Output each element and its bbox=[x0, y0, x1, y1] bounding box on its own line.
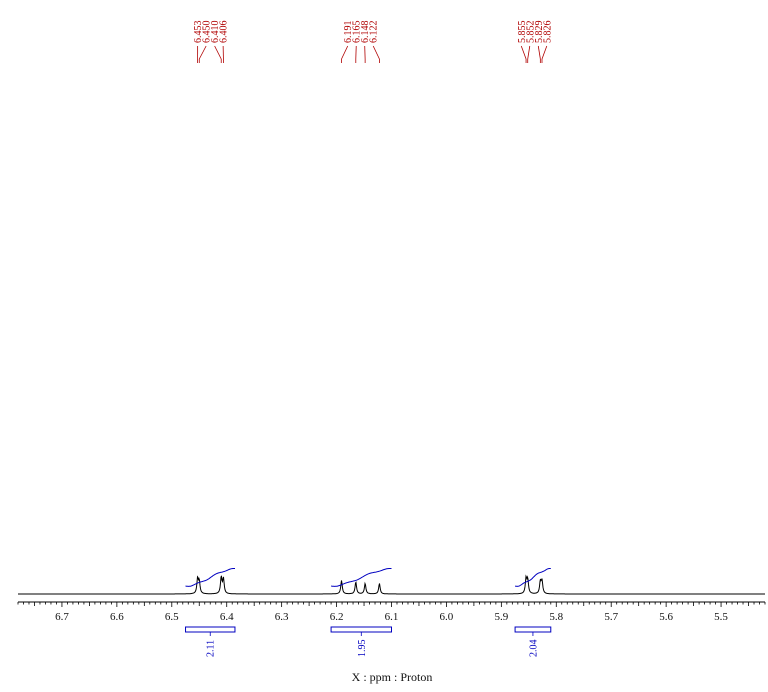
x-tick-label: 6.6 bbox=[110, 611, 124, 623]
peak-label: 6.165 bbox=[352, 21, 363, 44]
peak-label: 6.410 bbox=[210, 21, 221, 44]
peak-connector bbox=[214, 45, 222, 60]
peak-connector bbox=[520, 45, 527, 60]
peak-connector bbox=[541, 45, 548, 60]
x-tick-label: 6.2 bbox=[330, 611, 344, 623]
peak-label: 5.826 bbox=[542, 21, 553, 44]
integral-value: 2.11 bbox=[206, 640, 217, 657]
integral-range-box bbox=[514, 626, 552, 633]
integral-curve-layer bbox=[185, 568, 551, 587]
integral-curve bbox=[331, 568, 392, 587]
peak-connector bbox=[527, 45, 531, 60]
peak-label: 5.855 bbox=[517, 21, 528, 44]
integral-curve bbox=[185, 568, 235, 587]
peak-label: 6.122 bbox=[369, 21, 380, 44]
integral-box-layer: 2.11 1.95 2.04 bbox=[185, 626, 552, 658]
peak-connector bbox=[537, 45, 541, 60]
x-tick-label: 5.8 bbox=[549, 611, 563, 623]
peak-label: 5.852 bbox=[525, 21, 536, 44]
integral-curve bbox=[514, 568, 551, 587]
x-tick-label: 6.1 bbox=[385, 611, 399, 623]
peak-connector bbox=[341, 45, 349, 60]
peak-label: 6.191 bbox=[343, 21, 354, 44]
integral-value: 1.95 bbox=[357, 640, 368, 658]
peak-connector bbox=[198, 45, 207, 60]
x-axis: 6.7 6.6 6.5 6.4 6.3 6.2 6.1 6.0 5.9 5.8 5.7 5.6 5.5 bbox=[17, 601, 766, 623]
x-axis-title: X : ppm : Proton bbox=[352, 670, 433, 684]
integral-range-box bbox=[185, 626, 236, 633]
integral-value: 2.04 bbox=[528, 640, 539, 658]
x-tick-label: 6.4 bbox=[220, 611, 234, 623]
x-tick-label: 6.5 bbox=[165, 611, 179, 623]
x-tick-label: 5.7 bbox=[604, 611, 618, 623]
peak-connector bbox=[372, 45, 380, 60]
peak-label: 6.148 bbox=[360, 21, 371, 44]
peak-label: 6.450 bbox=[202, 21, 213, 44]
x-tick-label: 6.0 bbox=[440, 611, 454, 623]
x-tick-label: 5.6 bbox=[659, 611, 673, 623]
x-tick-label: 6.3 bbox=[275, 611, 289, 623]
peak-label: 6.453 bbox=[193, 21, 204, 44]
x-tick-label: 5.5 bbox=[714, 611, 728, 623]
spectrum-trace bbox=[18, 574, 765, 595]
integral-range-box bbox=[330, 626, 392, 633]
x-tick-label: 6.7 bbox=[55, 611, 69, 623]
peak-label: 5.829 bbox=[534, 21, 545, 44]
peak-label: 6.406 bbox=[219, 21, 230, 44]
x-tick-label: 5.9 bbox=[494, 611, 508, 623]
